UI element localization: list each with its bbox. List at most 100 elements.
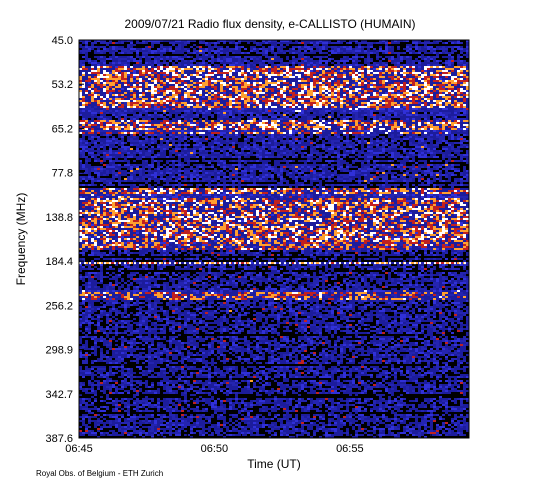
heatmap-cell	[139, 114, 142, 116]
heatmap-cell	[169, 104, 172, 106]
heatmap-cell	[448, 124, 451, 126]
heatmap-cell	[190, 74, 193, 76]
heatmap-cell	[415, 106, 418, 108]
heatmap-cell	[463, 54, 466, 56]
heatmap-cell	[430, 96, 433, 98]
heatmap-cell	[385, 88, 388, 90]
heatmap-cell	[91, 70, 94, 72]
heatmap-cell	[361, 64, 364, 66]
heatmap-cell	[349, 44, 352, 46]
heatmap-cell	[241, 94, 244, 96]
heatmap-cell	[178, 100, 181, 102]
heatmap-cell	[109, 102, 112, 104]
heatmap-cell	[136, 110, 139, 112]
heatmap-cell	[139, 106, 142, 108]
heatmap-cell	[400, 90, 403, 92]
heatmap-cell	[154, 116, 157, 118]
heatmap-cell	[379, 124, 382, 126]
heatmap-cell	[172, 82, 175, 84]
heatmap-cell	[133, 48, 136, 50]
heatmap-cell	[268, 102, 271, 104]
heatmap-cell	[301, 86, 304, 88]
heatmap-cell	[262, 108, 265, 110]
heatmap-cell	[406, 62, 409, 64]
heatmap-cell	[421, 122, 424, 124]
heatmap-cell	[358, 94, 361, 96]
heatmap-cell	[220, 106, 223, 108]
heatmap-cell	[145, 50, 148, 52]
heatmap-cell	[394, 84, 397, 86]
heatmap-cell	[97, 100, 100, 102]
heatmap-cell	[163, 110, 166, 112]
heatmap-cell	[274, 62, 277, 64]
heatmap-cell	[94, 78, 97, 80]
heatmap-cell	[319, 84, 322, 86]
heatmap-cell	[460, 64, 463, 66]
heatmap-cell	[274, 122, 277, 124]
heatmap-cell	[211, 68, 214, 70]
heatmap-cell	[307, 98, 310, 100]
heatmap-cell	[376, 58, 379, 60]
heatmap-cell	[169, 106, 172, 108]
heatmap-cell	[325, 70, 328, 72]
heatmap-cell	[190, 50, 193, 52]
heatmap-cell	[304, 52, 307, 54]
heatmap-cell	[433, 46, 436, 48]
heatmap-cell	[463, 116, 466, 118]
heatmap-cell	[124, 56, 127, 58]
heatmap-cell	[271, 46, 274, 48]
heatmap-cell	[148, 114, 151, 116]
heatmap-cell	[397, 90, 400, 92]
heatmap-cell	[403, 58, 406, 60]
heatmap-cell	[169, 64, 172, 66]
heatmap-cell	[340, 90, 343, 92]
heatmap-cell	[364, 86, 367, 88]
heatmap-cell	[244, 90, 247, 92]
heatmap-cell	[130, 66, 133, 68]
heatmap-cell	[268, 50, 271, 52]
heatmap-cell	[94, 126, 97, 128]
heatmap-cell	[181, 106, 184, 108]
heatmap-cell	[130, 90, 133, 92]
heatmap-cell	[250, 58, 253, 60]
heatmap-cell	[385, 50, 388, 52]
heatmap-cell	[313, 66, 316, 68]
heatmap-cell	[118, 72, 121, 74]
heatmap-cell	[445, 106, 448, 108]
heatmap-cell	[97, 76, 100, 78]
heatmap-cell	[208, 48, 211, 50]
heatmap-cell	[334, 88, 337, 90]
heatmap-cell	[262, 70, 265, 72]
heatmap-cell	[199, 92, 202, 94]
heatmap-cell	[184, 80, 187, 82]
heatmap-cell	[172, 64, 175, 66]
heatmap-cell	[424, 80, 427, 82]
heatmap-cell	[232, 94, 235, 96]
heatmap-cell	[430, 92, 433, 94]
heatmap-cell	[178, 104, 181, 106]
heatmap-cell	[385, 108, 388, 110]
heatmap-cell	[268, 114, 271, 116]
heatmap-cell	[283, 68, 286, 70]
heatmap-cell	[100, 120, 103, 122]
heatmap-cell	[133, 88, 136, 90]
heatmap-cell	[355, 106, 358, 108]
heatmap-cell	[250, 114, 253, 116]
heatmap-cell	[196, 98, 199, 100]
heatmap-cell	[280, 84, 283, 86]
heatmap-cell	[403, 68, 406, 70]
heatmap-cell	[118, 100, 121, 102]
heatmap-cell	[109, 54, 112, 56]
heatmap-cell	[160, 112, 163, 114]
heatmap-cell	[337, 46, 340, 48]
heatmap-cell	[166, 102, 169, 104]
heatmap-cell	[337, 112, 340, 114]
heatmap-cell	[292, 98, 295, 100]
heatmap-cell	[448, 56, 451, 58]
heatmap-cell	[214, 126, 217, 128]
heatmap-cell	[265, 52, 268, 54]
heatmap-cell	[349, 102, 352, 104]
heatmap-cell	[226, 108, 229, 110]
heatmap-cell	[424, 124, 427, 126]
